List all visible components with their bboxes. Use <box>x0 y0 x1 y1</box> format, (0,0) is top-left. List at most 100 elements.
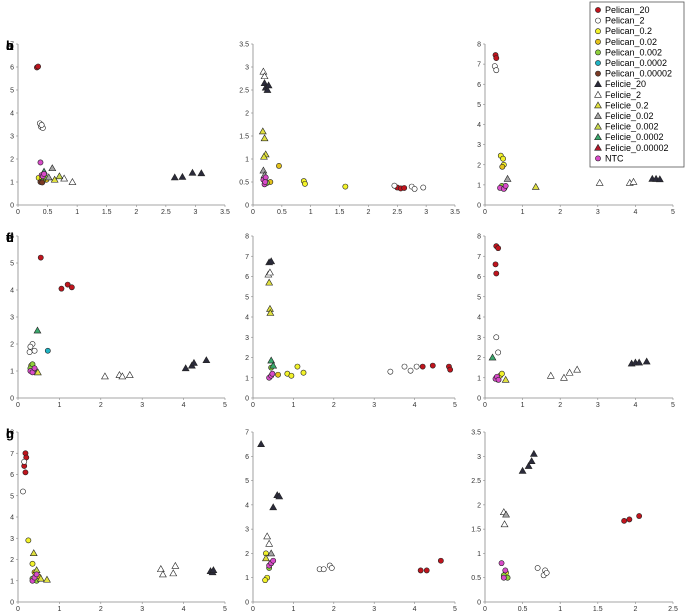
legend-entry-felicie-0-02: Felicie_0.02 <box>605 111 654 121</box>
point-felicie-0-2 <box>260 152 268 160</box>
legend-marker-pelican-2 <box>595 17 601 24</box>
x-tick-label: 2 <box>134 209 138 216</box>
x-tick-label: 3.5 <box>450 209 460 216</box>
x-tick-label: 1 <box>521 402 525 409</box>
point-pelican-20 <box>621 517 628 524</box>
point-pelican-2 <box>20 488 26 495</box>
x-tick-label: 1.5 <box>593 606 603 613</box>
x-tick-label: 1 <box>57 402 61 409</box>
point-felicie-2 <box>546 371 555 379</box>
point-felicie-0-2 <box>36 574 45 582</box>
y-tick-label: 4 <box>245 315 249 322</box>
y-tick-label: 3 <box>477 142 481 149</box>
legend-marker-felicie-0-00002 <box>594 143 602 151</box>
point-pelican-20 <box>447 366 454 373</box>
x-tick-label: 0 <box>16 209 20 216</box>
point-pelican-2 <box>38 122 45 128</box>
y-tick-label: 4 <box>245 502 249 509</box>
y-tick-label: 4 <box>10 111 14 118</box>
y-tick-label: 2.5 <box>239 88 249 95</box>
x-tick-label: 2 <box>558 209 562 216</box>
x-tick-label: 4 <box>413 606 417 613</box>
point-felicie-0-2 <box>29 549 38 556</box>
y-tick-label: 1 <box>477 551 481 558</box>
legend-marker-pelican-0-002 <box>595 49 601 56</box>
point-pelican-0-2 <box>500 155 506 162</box>
panel-c: c 0 1 2 3 4 5 6 7 8 0 1 2 3 4 5 <box>6 38 675 216</box>
legend-entry-pelican-0-2: Pelican_0.2 <box>605 26 652 36</box>
point-pelican-20 <box>401 185 408 191</box>
point-ntc <box>269 370 276 377</box>
legend-marker-felicie-2 <box>594 90 602 98</box>
x-tick-label: 5 <box>223 402 227 409</box>
point-pelican-2 <box>493 334 500 341</box>
point-pelican-20 <box>493 270 500 277</box>
y-tick-label: 2 <box>245 111 249 118</box>
y-tick-label: 1.5 <box>471 527 481 534</box>
x-tick-label: 2.5 <box>392 209 402 216</box>
panel-label: g <box>6 426 14 441</box>
panel-label: b <box>6 38 14 53</box>
point-pelican-20 <box>419 363 426 370</box>
x-tick-label: 5 <box>223 606 227 613</box>
point-felicie-2 <box>565 368 574 376</box>
point-felicie-20 <box>527 457 536 464</box>
point-felicie-20 <box>202 356 211 364</box>
x-tick-label: 3 <box>140 606 144 613</box>
point-felicie-2 <box>595 178 604 186</box>
x-tick-label: 3 <box>596 209 600 216</box>
x-tick-label: 2.5 <box>161 209 171 216</box>
y-tick-label: 1 <box>245 157 249 164</box>
y-tick-label: 2 <box>10 157 14 164</box>
panel-d: d 0 1 2 3 4 5 6 0 1 2 3 4 5 <box>6 230 227 409</box>
y-tick-label: 2 <box>245 551 249 558</box>
y-tick-label: 6 <box>477 82 481 89</box>
legend: Pelican_20Pelican_2Pelican_0.2Pelican_0.… <box>589 1 685 168</box>
y-tick-label: 6 <box>245 454 249 461</box>
x-tick-label: 3 <box>372 402 376 409</box>
y-tick-label: 2 <box>477 502 481 509</box>
y-tick-label: 2 <box>477 162 481 169</box>
point-pelican-20 <box>636 513 643 519</box>
x-tick-label: 1 <box>291 606 295 613</box>
point-pelican-0-2 <box>499 370 505 377</box>
y-tick-label: 8 <box>245 234 249 241</box>
point-felicie-2 <box>265 539 274 547</box>
y-tick-label: 2 <box>477 355 481 362</box>
legend-box <box>589 1 685 168</box>
point-felicie-0-2 <box>258 127 267 135</box>
y-tick-label: 0 <box>245 203 249 210</box>
panel-f: f 0 1 2 3 4 5 6 7 8 0 1 2 3 4 5 <box>6 230 675 409</box>
x-tick-label: 0 <box>16 402 20 409</box>
point-pelican-0-02 <box>276 162 282 169</box>
y-tick-label: 4 <box>10 515 14 522</box>
x-tick-label: 2 <box>99 606 103 613</box>
legend-marker-felicie-0-002 <box>594 122 602 130</box>
y-tick-label: 7 <box>10 42 14 49</box>
y-tick-label: 3 <box>10 536 14 543</box>
point-pelican-20 <box>417 567 424 574</box>
legend-marker-felicie-0-0002 <box>594 133 602 141</box>
y-tick-label: 7 <box>245 254 249 261</box>
point-felicie-0-0002 <box>33 326 42 334</box>
panel-label: i <box>6 426 10 441</box>
point-felicie-2 <box>171 561 180 569</box>
x-tick-label: 3 <box>372 606 376 613</box>
point-felicie-2 <box>125 371 134 378</box>
y-tick-label: 7 <box>10 451 14 458</box>
point-ntc <box>270 557 277 564</box>
point-felicie-0-0002 <box>488 353 497 361</box>
panel-label: f <box>6 230 11 245</box>
x-tick-label: 4 <box>182 606 186 613</box>
x-tick-label: 0.5 <box>43 209 53 216</box>
legend-entry-pelican-0-00002: Pelican_0.00002 <box>605 69 672 79</box>
x-tick-label: 4 <box>633 209 637 216</box>
x-tick-label: 0 <box>251 606 255 613</box>
point-ntc <box>495 376 502 383</box>
x-tick-label: 1 <box>558 606 562 613</box>
y-tick-label: 0 <box>477 203 481 210</box>
y-tick-label: 0 <box>245 600 249 607</box>
y-tick-label: 1 <box>245 375 249 382</box>
point-ntc <box>502 567 509 574</box>
x-tick-label: 2 <box>332 606 336 613</box>
